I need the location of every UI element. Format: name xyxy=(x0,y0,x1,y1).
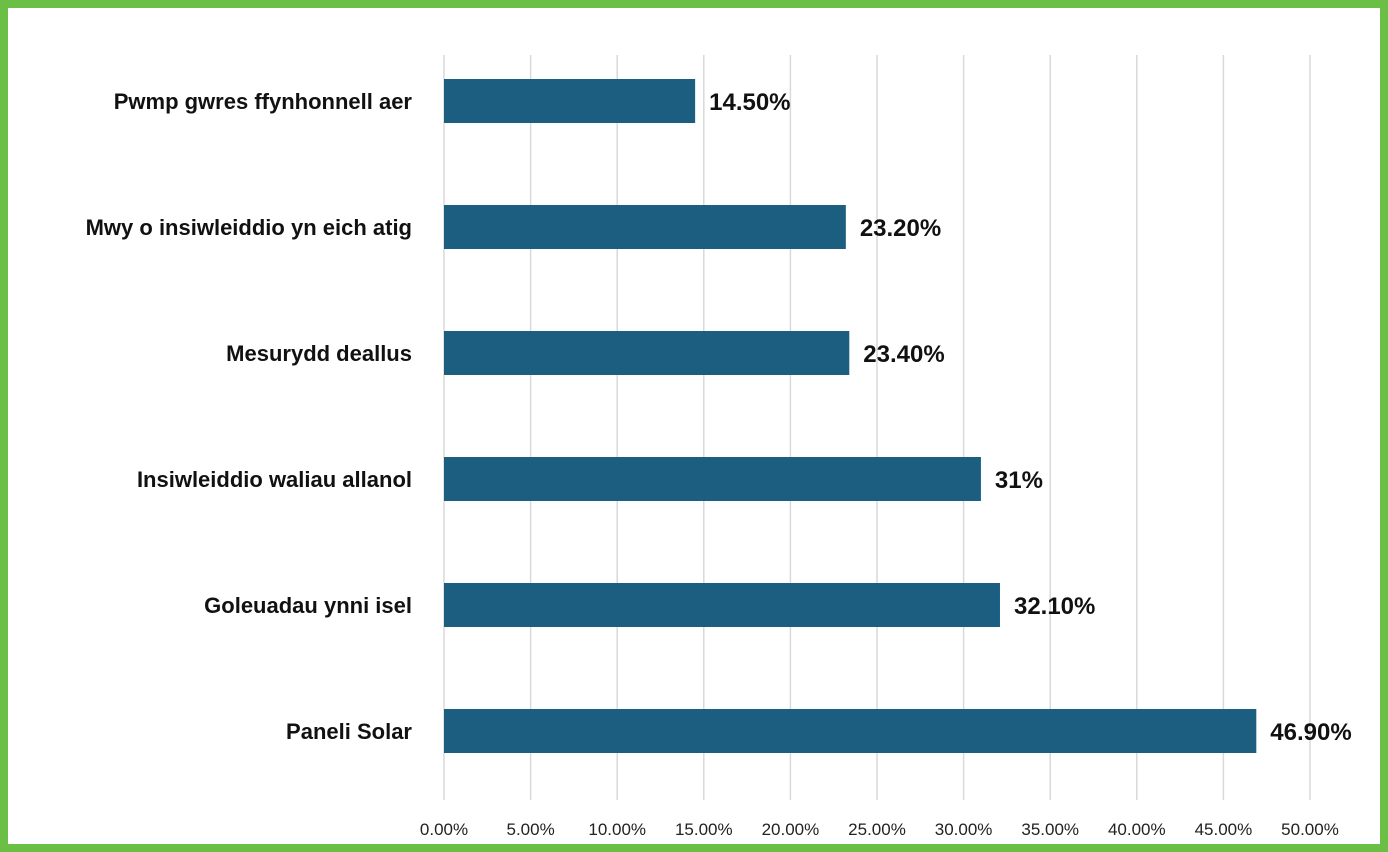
x-tick-label: 40.00% xyxy=(1108,820,1166,839)
data-label: 23.40% xyxy=(863,341,944,368)
x-tick-label: 0.00% xyxy=(420,820,468,839)
category-label: Goleuadau ynni isel xyxy=(204,593,412,618)
category-label: Mwy o insiwleiddio yn eich atig xyxy=(86,215,412,240)
x-tick-label: 30.00% xyxy=(935,820,993,839)
labels: 0.00% 5.00% 10.00% 15.00% 20.00% 25.00% 30.00%… xyxy=(86,89,1352,839)
bars xyxy=(444,79,1257,753)
bar xyxy=(444,79,696,123)
x-tick-label: 35.00% xyxy=(1021,820,1079,839)
category-label: Paneli Solar xyxy=(286,719,412,744)
data-label: 23.20% xyxy=(860,215,941,242)
category-label: Pwmp gwres ffynhonnell aer xyxy=(114,89,413,114)
x-tick-label: 5.00% xyxy=(506,820,554,839)
category-label: Insiwleiddio waliau allanol xyxy=(137,467,412,492)
category-label: Mesurydd deallus xyxy=(226,341,412,366)
data-label: 31% xyxy=(995,467,1043,494)
data-label: 14.50% xyxy=(709,89,790,116)
x-tick-label: 20.00% xyxy=(762,820,820,839)
data-label: 46.90% xyxy=(1270,719,1351,746)
bar xyxy=(444,331,850,375)
x-tick-label: 50.00% xyxy=(1281,820,1339,839)
x-tick-label: 15.00% xyxy=(675,820,733,839)
gridlines xyxy=(443,55,1311,800)
x-tick-label: 45.00% xyxy=(1195,820,1253,839)
x-tick-label: 25.00% xyxy=(848,820,906,839)
bar xyxy=(444,205,846,249)
bar xyxy=(444,709,1257,753)
data-label: 32.10% xyxy=(1014,593,1095,620)
x-tick-label: 10.00% xyxy=(588,820,646,839)
bar xyxy=(444,583,1000,627)
bar xyxy=(444,457,981,501)
